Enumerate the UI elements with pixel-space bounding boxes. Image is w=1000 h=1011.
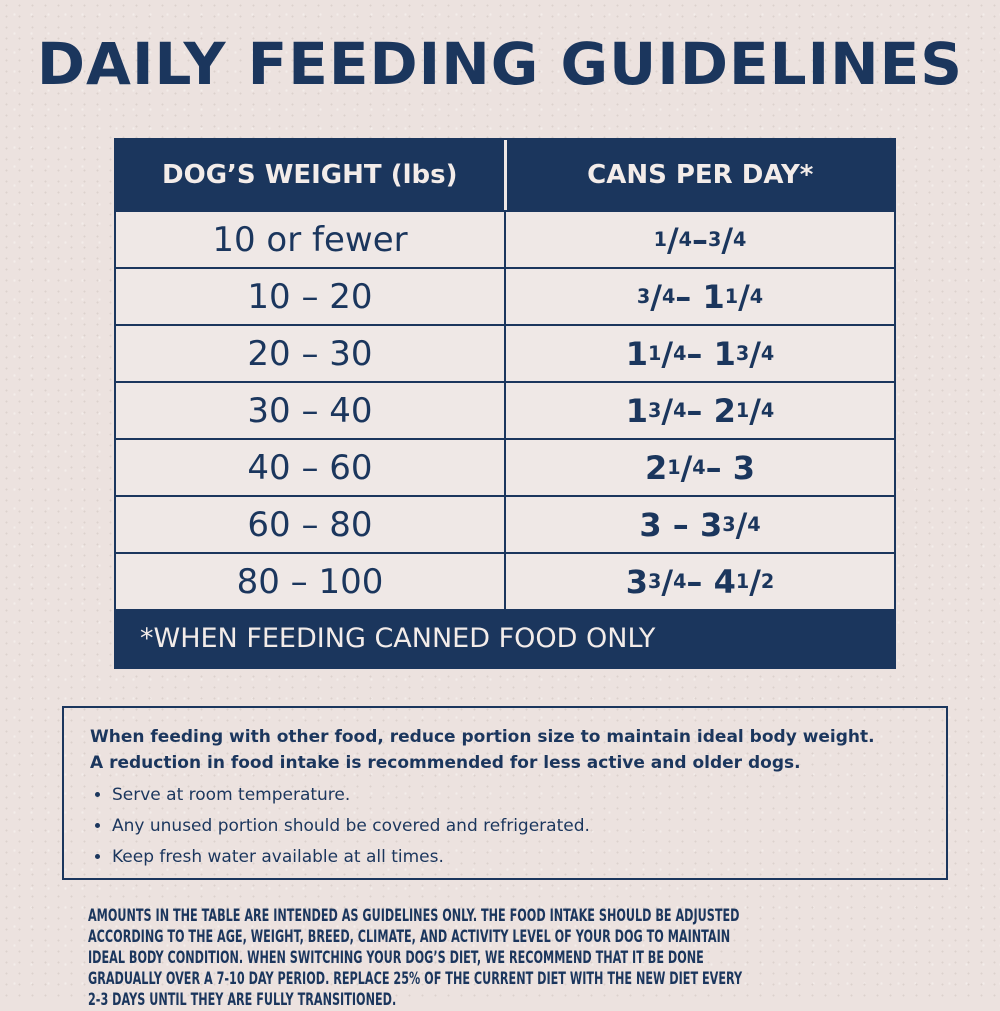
weight-cell: 40 – 60 bbox=[116, 440, 506, 495]
cans-cell: 3/4 – 1 1/4 bbox=[636, 277, 764, 316]
cans-cell: 1 3/4 – 2 1/4 bbox=[625, 391, 775, 430]
cans-cell: 1 1/4 – 1 3/4 bbox=[625, 334, 775, 373]
weight-cell: 30 – 40 bbox=[116, 383, 506, 438]
fine-print: Amounts in the table are intended as gui… bbox=[88, 906, 743, 1010]
cans-cell: 3 – 3 3/4 bbox=[639, 505, 761, 544]
weight-cell: 10 or fewer bbox=[116, 212, 506, 267]
table-row: 20 – 30 1 1/4 – 1 3/4 bbox=[116, 324, 894, 381]
list-item: Keep fresh water available at all times. bbox=[112, 842, 920, 873]
weight-cell: 80 – 100 bbox=[116, 554, 506, 609]
notes-lead-line: When feeding with other food, reduce por… bbox=[90, 727, 875, 747]
table-row: 60 – 80 3 – 3 3/4 bbox=[116, 495, 894, 552]
cans-cell: 1/4 – 3/4 bbox=[653, 220, 747, 259]
table-row: 80 – 100 3 3/4 – 4 1/2 bbox=[116, 552, 894, 609]
notes-lead-line: A reduction in food intake is recommende… bbox=[90, 753, 801, 773]
table-row: 30 – 40 1 3/4 – 2 1/4 bbox=[116, 381, 894, 438]
weight-cell: 20 – 30 bbox=[116, 326, 506, 381]
table-row: 40 – 60 2 1/4 – 3 bbox=[116, 438, 894, 495]
table-row: 10 or fewer 1/4 – 3/4 bbox=[116, 210, 894, 267]
notes-list: Serve at room temperature. Any unused po… bbox=[90, 780, 920, 873]
table-footnote: *WHEN FEEDING CANNED FOOD ONLY bbox=[116, 609, 894, 667]
page-title: DAILY FEEDING GUIDELINES bbox=[36, 30, 964, 98]
table-header: DOG’S WEIGHT (lbs) CANS PER DAY* bbox=[116, 140, 894, 210]
header-cans: CANS PER DAY* bbox=[587, 160, 814, 190]
cans-cell: 3 3/4 – 4 1/2 bbox=[625, 562, 775, 601]
cans-cell: 2 1/4 – 3 bbox=[644, 448, 756, 487]
notes-lead: When feeding with other food, reduce por… bbox=[90, 724, 920, 776]
feeding-table: DOG’S WEIGHT (lbs) CANS PER DAY* 10 or f… bbox=[114, 138, 896, 669]
table-row: 10 – 20 3/4 – 1 1/4 bbox=[116, 267, 894, 324]
notes-box: When feeding with other food, reduce por… bbox=[62, 706, 948, 880]
weight-cell: 60 – 80 bbox=[116, 497, 506, 552]
list-item: Any unused portion should be covered and… bbox=[112, 811, 920, 842]
weight-cell: 10 – 20 bbox=[116, 269, 506, 324]
header-weight: DOG’S WEIGHT (lbs) bbox=[116, 140, 507, 210]
list-item: Serve at room temperature. bbox=[112, 780, 920, 811]
